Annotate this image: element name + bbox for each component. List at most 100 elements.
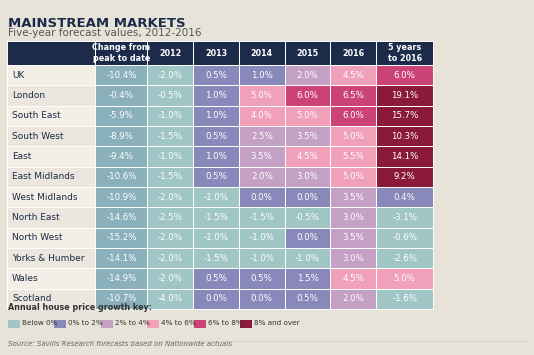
Bar [96, 126, 147, 146]
Bar [285, 85, 331, 106]
Bar [376, 228, 434, 248]
Bar [376, 166, 434, 187]
Text: -1.0%: -1.0% [203, 233, 229, 242]
Text: 4.5%: 4.5% [296, 152, 318, 161]
Bar [376, 207, 434, 228]
Bar [331, 41, 376, 65]
Bar [239, 126, 285, 146]
Text: -2.0%: -2.0% [158, 274, 183, 283]
Text: 2012: 2012 [159, 49, 182, 58]
Text: 5.0%: 5.0% [251, 91, 273, 100]
Bar [376, 126, 434, 146]
Bar [7, 126, 96, 146]
Bar [147, 207, 193, 228]
Bar [285, 41, 331, 65]
Bar [7, 187, 96, 207]
Text: -2.0%: -2.0% [158, 71, 183, 80]
Text: 5.0%: 5.0% [342, 172, 364, 181]
Bar [96, 166, 147, 187]
Bar [96, 207, 147, 228]
Text: 0.5%: 0.5% [251, 274, 273, 283]
Bar [194, 320, 206, 328]
Text: 1.0%: 1.0% [205, 91, 227, 100]
Bar [331, 207, 376, 228]
Text: -1.0%: -1.0% [249, 254, 274, 263]
Text: -1.5%: -1.5% [158, 172, 183, 181]
Text: Change from
peak to date: Change from peak to date [92, 43, 151, 62]
Bar [54, 320, 66, 328]
Bar [376, 85, 434, 106]
Text: -2.5%: -2.5% [158, 213, 183, 222]
Bar [193, 187, 239, 207]
Bar [7, 207, 96, 228]
Text: 1.0%: 1.0% [205, 152, 227, 161]
Bar [193, 85, 239, 106]
Text: 4.0%: 4.0% [251, 111, 273, 120]
Text: -0.4%: -0.4% [109, 91, 134, 100]
Bar [331, 268, 376, 289]
Text: Source: Savills Research forecasts based on Nationwide actuals: Source: Savills Research forecasts based… [8, 341, 232, 347]
Text: 3.5%: 3.5% [296, 132, 318, 141]
Text: 5.0%: 5.0% [342, 132, 364, 141]
Text: 2.5%: 2.5% [251, 132, 273, 141]
Bar [193, 289, 239, 309]
Text: 3.5%: 3.5% [251, 152, 273, 161]
Text: -2.6%: -2.6% [392, 254, 417, 263]
Bar [193, 65, 239, 85]
Text: -9.4%: -9.4% [109, 152, 134, 161]
Text: 4% to 6%: 4% to 6% [161, 320, 196, 326]
Text: 6.0%: 6.0% [342, 111, 364, 120]
Text: 5.0%: 5.0% [394, 274, 416, 283]
Text: 3.5%: 3.5% [342, 233, 364, 242]
Bar [96, 106, 147, 126]
Text: 0% to 2%: 0% to 2% [68, 320, 103, 326]
Bar [376, 268, 434, 289]
Bar [239, 41, 285, 65]
Text: -1.6%: -1.6% [392, 294, 417, 303]
Text: -2.0%: -2.0% [158, 233, 183, 242]
Bar [147, 320, 159, 328]
Text: -2.0%: -2.0% [158, 254, 183, 263]
Bar [96, 65, 147, 85]
Text: 2016: 2016 [342, 49, 364, 58]
Text: UK: UK [12, 71, 25, 80]
Bar [331, 289, 376, 309]
Bar [193, 268, 239, 289]
Bar [285, 166, 331, 187]
Bar [376, 289, 434, 309]
Text: -15.2%: -15.2% [106, 233, 137, 242]
Text: -0.5%: -0.5% [295, 213, 320, 222]
Bar [7, 289, 96, 309]
Text: -10.4%: -10.4% [106, 71, 137, 80]
Text: 6.0%: 6.0% [296, 91, 318, 100]
Bar [101, 320, 113, 328]
Text: London: London [12, 91, 45, 100]
Text: MAINSTREAM MARKETS: MAINSTREAM MARKETS [8, 17, 186, 30]
Bar [8, 320, 20, 328]
Text: -1.5%: -1.5% [249, 213, 274, 222]
Text: 0.4%: 0.4% [394, 193, 416, 202]
Bar [7, 228, 96, 248]
Bar [239, 146, 285, 166]
Text: 6.5%: 6.5% [342, 91, 364, 100]
Bar [96, 187, 147, 207]
Text: East Midlands: East Midlands [12, 172, 75, 181]
Bar [376, 106, 434, 126]
Text: -14.9%: -14.9% [106, 274, 137, 283]
Text: 2013: 2013 [205, 49, 227, 58]
Bar [285, 248, 331, 268]
Bar [7, 106, 96, 126]
Bar [376, 187, 434, 207]
Bar [96, 289, 147, 309]
Text: 2014: 2014 [251, 49, 273, 58]
Bar [96, 228, 147, 248]
Text: 1.0%: 1.0% [251, 71, 273, 80]
Text: -1.0%: -1.0% [295, 254, 320, 263]
Bar [285, 146, 331, 166]
Bar [239, 289, 285, 309]
Bar [285, 268, 331, 289]
Text: South West: South West [12, 132, 64, 141]
Bar [96, 85, 147, 106]
Text: -4.0%: -4.0% [158, 294, 183, 303]
Text: 3.0%: 3.0% [296, 172, 318, 181]
